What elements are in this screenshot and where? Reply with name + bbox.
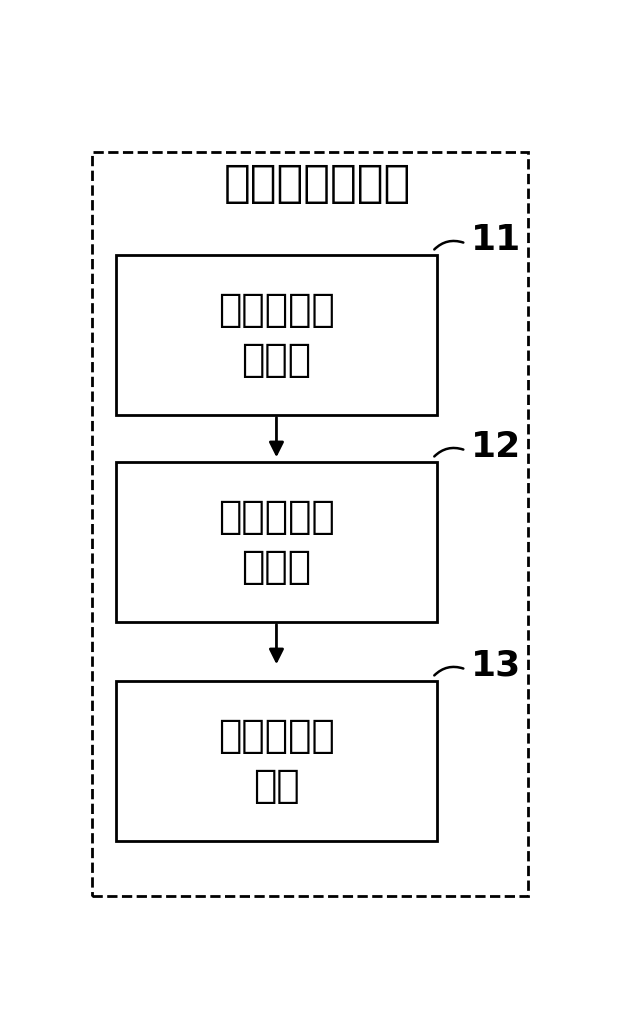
Bar: [116, 255, 437, 415]
Bar: [116, 462, 437, 621]
Text: 13: 13: [471, 648, 521, 682]
Text: 光信号发射装置: 光信号发射装置: [223, 162, 411, 206]
Text: 数字信号转
换单元: 数字信号转 换单元: [218, 498, 335, 586]
Text: 指纹信息采
集单元: 指纹信息采 集单元: [218, 291, 335, 379]
Text: 12: 12: [471, 429, 521, 463]
Text: 11: 11: [471, 222, 521, 256]
Bar: [116, 681, 437, 841]
Text: 光信号发射
单元: 光信号发射 单元: [218, 717, 335, 805]
